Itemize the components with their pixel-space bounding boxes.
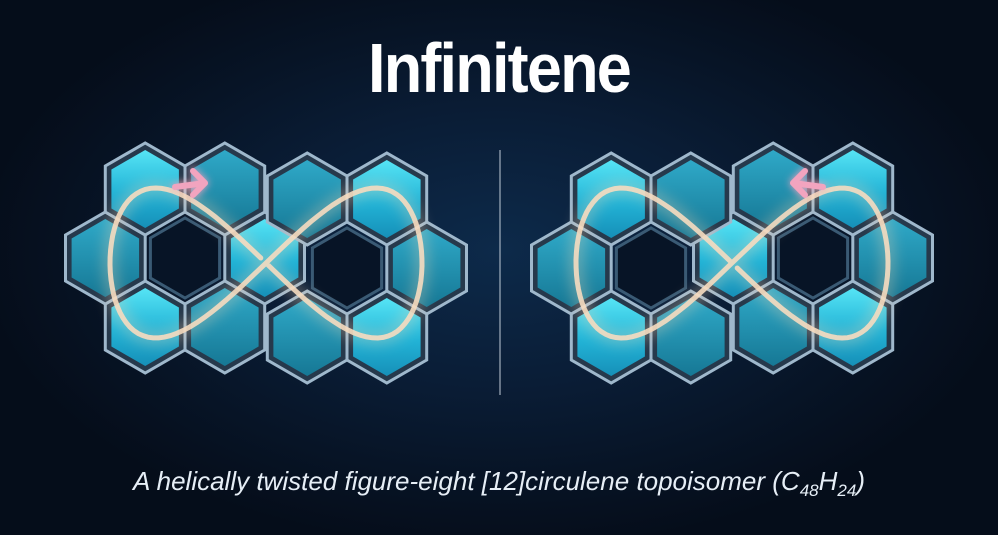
hexagon-face: [577, 160, 645, 238]
counterclockwise-arrow-icon: [790, 168, 826, 198]
hexagon-face: [353, 160, 421, 238]
ring-hole: [776, 216, 850, 300]
caption-close: ): [856, 466, 865, 496]
ring-hole: [614, 226, 688, 310]
ring-hole: [310, 226, 384, 310]
caption-carbon-count: 48: [799, 481, 819, 501]
clockwise-arrow-icon: [172, 168, 208, 198]
caption: A helically twisted figure-eight [12]cir…: [0, 466, 998, 501]
left-enantiomer-icon: [64, 141, 468, 385]
hexagon-face: [819, 288, 887, 366]
ring-hole: [148, 216, 222, 300]
caption-main: A helically twisted figure-eight [12]cir…: [133, 466, 800, 496]
caption-hydrogen-label: H: [818, 466, 838, 496]
hexagon-face: [111, 288, 179, 366]
caption-hydrogen-count: 24: [837, 481, 857, 501]
figure-eight-loop: [573, 185, 891, 341]
figure-eight-loop: [107, 185, 425, 341]
right-enantiomer-icon: [530, 141, 934, 385]
page-title: Infinitene: [367, 29, 632, 107]
